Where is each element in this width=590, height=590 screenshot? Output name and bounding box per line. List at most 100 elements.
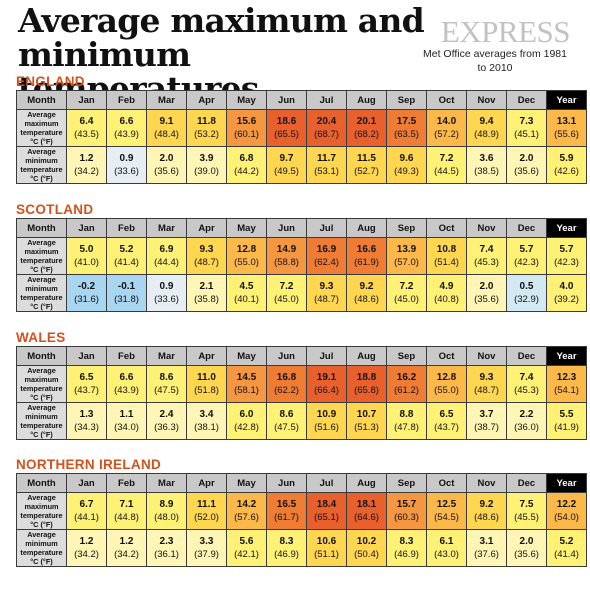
fahrenheit-value: (48.6) (474, 512, 499, 523)
celsius-value: 11.1 (197, 499, 216, 510)
celsius-value: 10.8 (436, 244, 457, 255)
fahrenheit-value: (51.1) (314, 549, 339, 560)
fahrenheit-value: (54.1) (554, 385, 579, 396)
fahrenheit-value: (35.6) (514, 549, 539, 560)
source-note: Met Office averages from 1981 to 2010 (423, 48, 567, 74)
fahrenheit-value: (43.9) (114, 385, 139, 396)
celsius-value: 9.4 (479, 116, 494, 127)
month-header: May (226, 473, 267, 493)
celsius-value: 7.4 (519, 372, 534, 383)
celsius-value: 12.8 (236, 244, 257, 255)
fahrenheit-value: (34.2) (114, 549, 139, 560)
temperature-cell: 10.8 (51.4) (426, 237, 467, 275)
temperature-cell: 7.3 (45.1) (506, 109, 547, 147)
temperature-cell: 5.6 (42.1) (226, 529, 267, 567)
fahrenheit-value: (34.0) (114, 422, 139, 433)
temperature-cell: 4.5 (40.1) (226, 274, 267, 312)
temperature-cell: 16.6 (61.9) (346, 237, 387, 275)
celsius-value: 11.7 (317, 153, 336, 164)
fahrenheit-value: (53.2) (194, 129, 219, 140)
month-header: Aug (346, 90, 387, 110)
temperature-cell: 18.4 (65.1) (306, 492, 347, 530)
min-temperature-row: Average minimum temperature °C (°F) -0.2 (… (16, 274, 587, 312)
max-temperature-row: Average maximum temperature °C (°F) 6.7 (4… (16, 492, 587, 530)
temperature-cell: 0.5 (32.9) (506, 274, 547, 312)
temperature-cell: 18.1 (64.6) (346, 492, 387, 530)
fahrenheit-value: (35.6) (474, 294, 499, 305)
fahrenheit-value: (42.3) (554, 257, 579, 268)
month-header: Aug (346, 473, 387, 493)
year-header: Year (546, 90, 587, 110)
celsius-value: 9.1 (159, 116, 174, 127)
celsius-value: 18.4 (316, 499, 337, 510)
fahrenheit-value: (54.5) (434, 512, 459, 523)
fahrenheit-value: (46.9) (394, 549, 419, 560)
region-label: NORTHERN IRELAND (16, 457, 162, 472)
fahrenheit-value: (49.3) (394, 166, 419, 177)
celsius-value: 17.5 (396, 116, 417, 127)
fahrenheit-value: (48.7) (474, 385, 499, 396)
temperature-cell: 1.3 (34.3) (66, 402, 107, 440)
month-header: Sep (386, 346, 427, 366)
temperature-cell: 5.5 (41.9) (546, 402, 587, 440)
row-label: Average maximum temperature °C (°F) (16, 492, 67, 530)
month-header: Dec (506, 90, 547, 110)
month-header: May (226, 218, 267, 238)
celsius-value: 6.6 (119, 116, 134, 127)
temperature-cell: 19.1 (66.4) (306, 365, 347, 403)
fahrenheit-value: (48.0) (154, 512, 179, 523)
temperature-cell: 12.8 (55.0) (426, 365, 467, 403)
month-header: Oct (426, 90, 467, 110)
temperature-cell: 8.6 (47.5) (146, 365, 187, 403)
fahrenheit-value: (60.1) (234, 129, 259, 140)
month-header: Sep (386, 90, 427, 110)
month-header: Mar (146, 90, 187, 110)
fahrenheit-value: (43.0) (434, 549, 459, 560)
max-temperature-row: Average maximum temperature °C (°F) 6.4 (4… (16, 109, 587, 147)
fahrenheit-value: (33.6) (114, 166, 139, 177)
month-header: Jul (306, 473, 347, 493)
month-header: Jun (266, 346, 307, 366)
temperature-cell: 2.2 (36.0) (506, 402, 547, 440)
temperature-cell: 5.9 (42.6) (546, 146, 587, 184)
celsius-value: 2.3 (159, 536, 174, 547)
temperature-cell: 1.1 (34.0) (106, 402, 147, 440)
celsius-value: 6.9 (159, 244, 174, 255)
fahrenheit-value: (40.8) (434, 294, 459, 305)
region-wales: WALES Month Jan Feb Mar Apr May Jun Jul Aug Sep Oct… (16, 330, 587, 440)
row-label: Average maximum temperature °C (°F) (16, 109, 67, 147)
fahrenheit-value: (65.8) (354, 385, 379, 396)
fahrenheit-value: (55.6) (554, 129, 579, 140)
month-column-header: Month (16, 346, 67, 366)
celsius-value: 16.6 (356, 244, 377, 255)
celsius-value: 15.6 (236, 116, 257, 127)
celsius-value: 2.0 (519, 536, 534, 547)
temperature-cell: 2.0 (35.6) (146, 146, 187, 184)
month-header: Nov (466, 218, 507, 238)
celsius-value: 2.1 (199, 281, 214, 292)
temperature-cell: 7.4 (45.3) (466, 237, 507, 275)
fahrenheit-value: (43.5) (74, 129, 99, 140)
row-label: Average minimum temperature °C (°F) (16, 402, 67, 440)
temperature-cell: 14.2 (57.6) (226, 492, 267, 530)
region-label: WALES (16, 330, 66, 345)
fahrenheit-value: (52.7) (354, 166, 379, 177)
celsius-value: 8.3 (279, 536, 294, 547)
celsius-value: 8.6 (279, 409, 294, 420)
celsius-value: 3.6 (479, 153, 494, 164)
month-header: Aug (346, 218, 387, 238)
temperature-cell: 9.1 (48.4) (146, 109, 187, 147)
celsius-value: 6.5 (79, 372, 94, 383)
temperature-cell: 2.0 (35.6) (466, 274, 507, 312)
fahrenheit-value: (36.3) (154, 422, 179, 433)
fahrenheit-value: (38.1) (194, 422, 219, 433)
celsius-value: 5.2 (559, 536, 574, 547)
celsius-value: 2.4 (159, 409, 174, 420)
year-header: Year (546, 473, 587, 493)
temperature-cell: 6.8 (44.2) (226, 146, 267, 184)
fahrenheit-value: (42.6) (554, 166, 579, 177)
month-header: Oct (426, 346, 467, 366)
fahrenheit-value: (65.1) (314, 512, 339, 523)
temperature-cell: 10.7 (51.3) (346, 402, 387, 440)
temperature-cell: 6.5 (43.7) (66, 365, 107, 403)
